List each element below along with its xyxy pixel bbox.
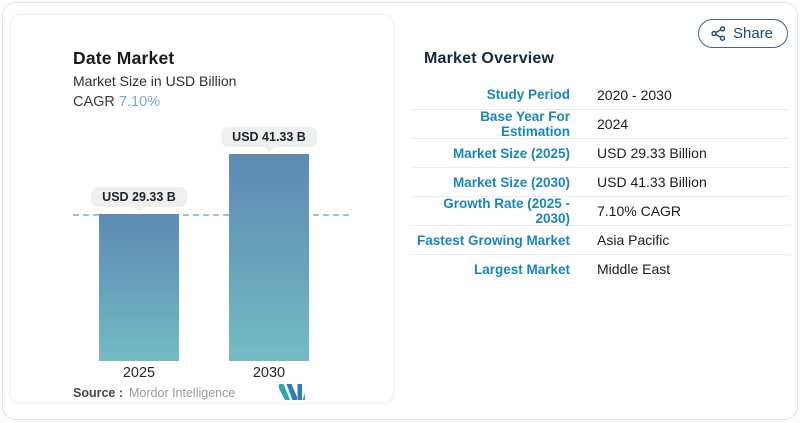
overview-row-label: Base Year For Estimation (480, 109, 570, 139)
source-row: Source : Mordor Intelligence (73, 386, 373, 400)
share-button-label: Share (733, 25, 774, 42)
bar-2030 (229, 154, 309, 361)
bar-value-pill: USD 29.33 B (91, 187, 187, 207)
cagr-value: 7.10% (118, 94, 161, 110)
overview-row-value: 2024 (597, 116, 629, 132)
x-axis-label: 2030 (252, 365, 286, 381)
mordor-intelligence-logo-icon (279, 384, 305, 400)
overview-row-label: Fastest Growing Market (416, 232, 570, 248)
bar-value-pill: USD 41.33 B (221, 127, 317, 147)
overview-row: Study Period 2020 - 2030 (412, 80, 790, 109)
overview-row: Base Year For Estimation 2024 (412, 109, 790, 139)
source-name: Mordor Intelligence (129, 386, 236, 400)
overview-row-value: USD 41.33 Billion (597, 174, 707, 190)
overview-row: Growth Rate (2025 - 2030) 7.10% CAGR (412, 196, 790, 226)
share-button[interactable]: Share (698, 19, 789, 48)
chart-cagr: CAGR 7.10% (73, 94, 160, 110)
overview-row-value: USD 29.33 Billion (597, 145, 707, 161)
overview-row-label: Study Period (486, 87, 570, 102)
chart-subtitle: Market Size in USD Billion (73, 73, 237, 89)
chart-title: Date Market (73, 48, 175, 68)
cagr-label: CAGR (73, 94, 115, 110)
bar-value-label: USD 41.33 B (221, 127, 317, 152)
bar-value-label: USD 29.33 B (91, 187, 187, 212)
reference-dashed-line (73, 214, 349, 217)
bar-chart-plot: USD 29.33 B 2025 USD 41.33 B 2030 (11, 15, 395, 404)
overview-row: Largest Market Middle East (412, 254, 790, 283)
overview-row-value: Middle East (597, 261, 671, 277)
source-label: Source : (73, 386, 124, 400)
market-chart-card: Date Market Market Size in USD Billion C… (10, 14, 394, 403)
overview-row-label: Growth Rate (2025 - 2030) (443, 196, 570, 226)
overview-row-label: Market Size (2030) (452, 174, 570, 190)
overview-row: Market Size (2030) USD 41.33 Billion (412, 167, 790, 196)
overview-row-value: 7.10% CAGR (597, 203, 682, 219)
bar-2025 (99, 214, 179, 361)
overview-row-label: Largest Market (473, 261, 570, 277)
overview-table: Study Period 2020 - 2030 Base Year For Est… (412, 80, 790, 283)
x-axis-label: 2025 (122, 365, 156, 381)
share-icon (711, 26, 726, 41)
pill-caret (264, 147, 274, 152)
overview-row-value: Asia Pacific (597, 232, 670, 248)
overview-row-label: Market Size (2025) (452, 145, 570, 161)
overview-heading: Market Overview (424, 50, 555, 67)
overview-row-value: 2020 - 2030 (597, 86, 672, 103)
pill-caret (134, 207, 144, 212)
overview-row: Market Size (2025) USD 29.33 Billion (412, 138, 790, 167)
overview-row: Fastest Growing Market Asia Pacific (412, 225, 790, 254)
